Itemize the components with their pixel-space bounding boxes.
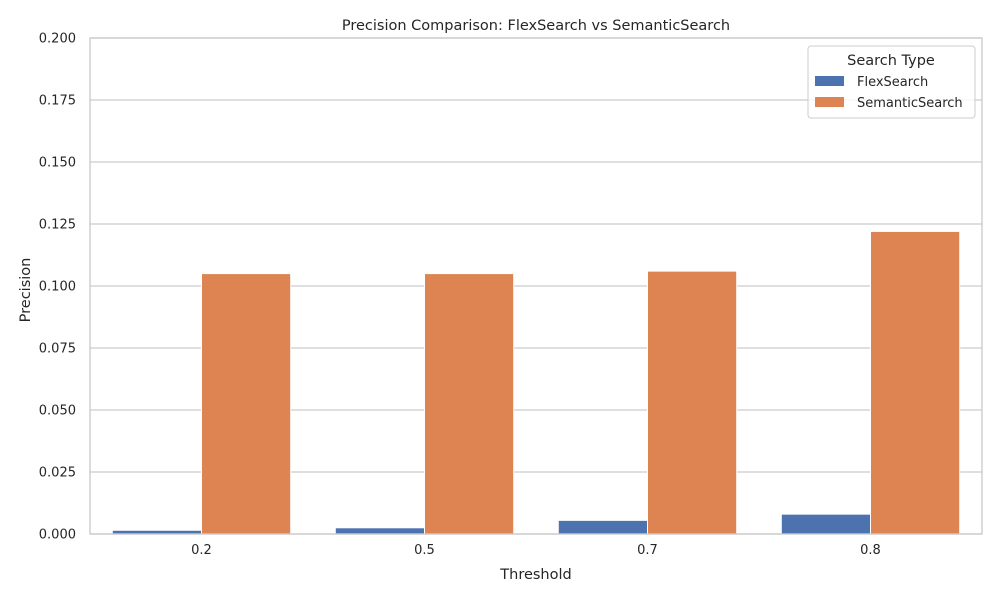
legend-label-flexsearch: FlexSearch <box>857 75 928 90</box>
y-tick-label: 0.050 <box>39 404 76 419</box>
bar-semanticsearch-0.5 <box>424 273 515 535</box>
legend-swatch-semanticsearch <box>815 97 844 107</box>
y-tick-label: 0.200 <box>39 32 76 47</box>
legend-label-semanticsearch: SemanticSearch <box>857 96 963 111</box>
legend-box <box>807 45 976 119</box>
bars <box>111 230 961 535</box>
x-tick-label: 0.7 <box>637 543 658 558</box>
x-tick-label: 0.2 <box>191 543 212 558</box>
y-tick-label: 0.125 <box>39 218 76 233</box>
x-tick-label: 0.8 <box>860 543 881 558</box>
y-tick-label: 0.175 <box>39 94 76 109</box>
y-axis-label: Precision <box>18 258 34 323</box>
y-tick-label: 0.025 <box>39 466 76 481</box>
legend-title: Search Type <box>847 53 935 69</box>
x-tick-labels: 0.2 0.5 0.7 0.8 <box>191 543 881 558</box>
bar-flexsearch-0.5 <box>334 527 425 535</box>
legend: Search Type FlexSearch SemanticSearch <box>807 45 976 119</box>
bar-flexsearch-0.7 <box>557 519 648 535</box>
bar-semanticsearch-0.2 <box>201 273 292 535</box>
chart-title: Precision Comparison: FlexSearch vs Sema… <box>342 18 730 34</box>
x-tick-label: 0.5 <box>414 543 435 558</box>
x-axis-label: Threshold <box>499 567 571 583</box>
y-tick-labels: 0.000 0.025 0.050 0.075 0.100 0.125 0.150 0.175… <box>39 32 76 543</box>
bar-semanticsearch-0.8 <box>870 230 961 535</box>
y-tick-label: 0.100 <box>39 280 76 295</box>
y-tick-label: 0.075 <box>39 342 76 357</box>
bar-semanticsearch-0.7 <box>647 270 738 535</box>
bar-flexsearch-0.8 <box>780 513 871 535</box>
y-tick-label: 0.150 <box>39 156 76 171</box>
plot-frame <box>89 37 983 535</box>
y-tick-label: 0.000 <box>39 528 76 543</box>
legend-swatch-flexsearch <box>815 76 844 86</box>
